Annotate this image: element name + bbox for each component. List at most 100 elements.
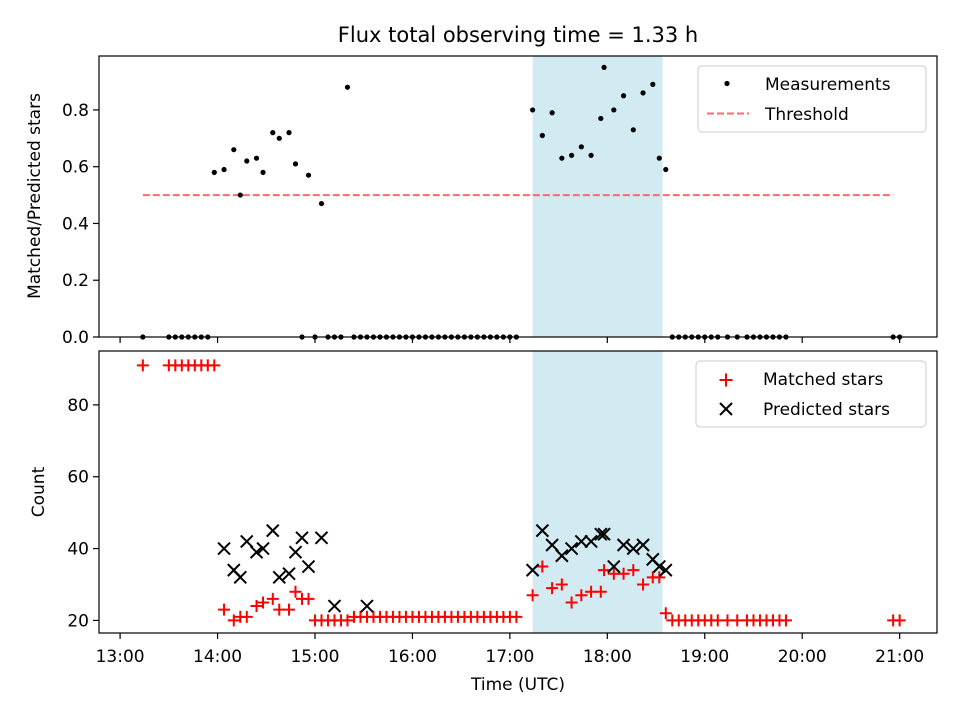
- measurement-point: [650, 81, 656, 87]
- predicted-star-marker: [301, 559, 316, 574]
- predicted-star-marker: [217, 541, 231, 556]
- measurement-point: [253, 155, 260, 161]
- predicted-star-marker: [233, 570, 247, 585]
- top-y-axis-label: Matched/Predicted stars: [25, 93, 45, 299]
- predicted-star-marker: [584, 534, 598, 549]
- measurement-point: [611, 107, 617, 113]
- chart-title: Flux total observing time = 1.33 h: [338, 23, 698, 47]
- legend-threshold-label: Threshold: [764, 105, 849, 125]
- x-tick-label: 18:00: [583, 647, 632, 667]
- matched-star-marker: [526, 589, 539, 602]
- predicted-star-marker: [525, 563, 540, 577]
- observing-window-band: [532, 56, 663, 337]
- measurement-point: [260, 169, 266, 175]
- predicted-star-marker: [266, 523, 280, 538]
- measurement-point: [270, 130, 276, 136]
- top-axis-y-tick-label: 0.6: [62, 158, 89, 178]
- bottom-axis-y-tick-label: 40: [67, 540, 89, 560]
- matched-star-marker: [227, 614, 240, 627]
- matched-star-marker: [510, 610, 523, 623]
- measurement-point: [244, 158, 250, 164]
- top-axis-y-tick-label: 0.0: [62, 328, 89, 348]
- matched-star-marker: [617, 567, 630, 580]
- predicted-star-marker: [607, 559, 621, 574]
- matched-star-marker: [250, 600, 263, 613]
- matched-star-marker: [341, 614, 354, 627]
- bottom-axis-y-tick-label: 20: [67, 611, 89, 631]
- matched-star-marker: [136, 359, 149, 372]
- predicted-star-marker: [535, 523, 550, 538]
- bottom-legend-frame: [695, 360, 927, 428]
- predicted-star-marker: [249, 545, 264, 559]
- predicted-star-marker: [597, 527, 611, 541]
- measurement-point: [344, 84, 351, 90]
- predicted-star-marker: [564, 541, 579, 556]
- observing-window-band: [532, 351, 663, 633]
- top-axes: 0.0 0.2 0.4 0.6 0.8: [62, 55, 938, 348]
- top-legend: Measurements Threshold: [697, 65, 927, 133]
- legend-predicted-marker: [719, 402, 733, 416]
- predicted-star-marker: [659, 563, 673, 577]
- predicted-star-marker: [555, 549, 569, 563]
- matched-star-marker: [257, 596, 270, 609]
- matched-star-marker: [659, 607, 672, 620]
- measurement-point: [656, 155, 662, 161]
- measurement-point: [276, 135, 282, 141]
- matched-star-marker: [598, 564, 611, 577]
- bottom-axis-frame: [98, 350, 938, 634]
- predicted-star-marker: [295, 531, 309, 545]
- measurement-point: [549, 110, 555, 116]
- measurement-point: [578, 144, 584, 150]
- predicted-star-marker: [272, 570, 286, 585]
- measurement-point: [559, 155, 565, 161]
- matched-star-marker: [536, 560, 549, 573]
- measurement-point: [211, 169, 217, 175]
- measurement-point: [237, 192, 243, 198]
- top-axis-y-tick-label: 0.8: [62, 101, 89, 121]
- measurement-point: [640, 90, 646, 96]
- matched-star-marker: [546, 582, 559, 595]
- x-axis-label: Time (UTC): [470, 675, 565, 695]
- matched-star-marker: [637, 578, 650, 591]
- x-tick-label: 21:00: [875, 647, 924, 667]
- bottom-y-axis-label: Count: [29, 466, 49, 517]
- top-axis-y-tick-label: 0.4: [62, 214, 89, 234]
- x-tick-label: 13:00: [96, 647, 145, 667]
- bottom-axis-y-tick-label: 80: [67, 396, 89, 416]
- star-count-panel: 20 40 60 80 13:00 14:00 15:00 16:00 17:00 18:00 19…: [29, 350, 938, 695]
- matched-star-marker: [208, 359, 221, 372]
- predicted-star-marker: [360, 599, 374, 613]
- measurement-point: [231, 147, 237, 153]
- measurement-point: [630, 127, 636, 133]
- x-tick-label: 15:00: [290, 647, 339, 667]
- bottom-axis-y-tick-label: 60: [67, 468, 89, 488]
- measurement-point: [539, 132, 545, 139]
- measurement-point: [286, 130, 292, 136]
- predicted-star-marker: [636, 538, 650, 552]
- predicted-star-marker: [574, 534, 589, 549]
- measurement-point: [598, 115, 604, 122]
- legend-measurements-marker: [724, 80, 730, 87]
- measurement-point: [292, 161, 299, 167]
- bottom-axes: 20 40 60 80 13:00 14:00 15:00 16:00 17:00 18:00 19…: [67, 350, 938, 667]
- matched-star-marker: [555, 578, 568, 591]
- bottom-legend: Matched stars Predicted stars: [695, 360, 927, 428]
- matched-star-marker: [240, 610, 253, 623]
- measurement-point: [620, 93, 627, 99]
- matched-star-marker: [575, 589, 588, 602]
- measurement-point: [305, 172, 312, 178]
- top-observing-window: [532, 56, 663, 337]
- measurement-point: [530, 107, 536, 113]
- predicted-star-marker: [616, 538, 631, 552]
- predicted-star-marker: [288, 545, 303, 559]
- matched-star-marker: [627, 564, 640, 577]
- legend-measurements-label: Measurements: [765, 75, 891, 95]
- x-tick-label: 17:00: [485, 647, 534, 667]
- predicted-star-marker: [626, 541, 641, 556]
- matched-star-marker: [893, 614, 906, 627]
- predicted-star-marker: [282, 567, 296, 581]
- flux-ratio-panel: 0.00.20.40.60.8 Matched/Predicted stars …: [25, 55, 938, 348]
- matched-star-marker: [779, 614, 792, 627]
- measurement-point: [588, 152, 594, 158]
